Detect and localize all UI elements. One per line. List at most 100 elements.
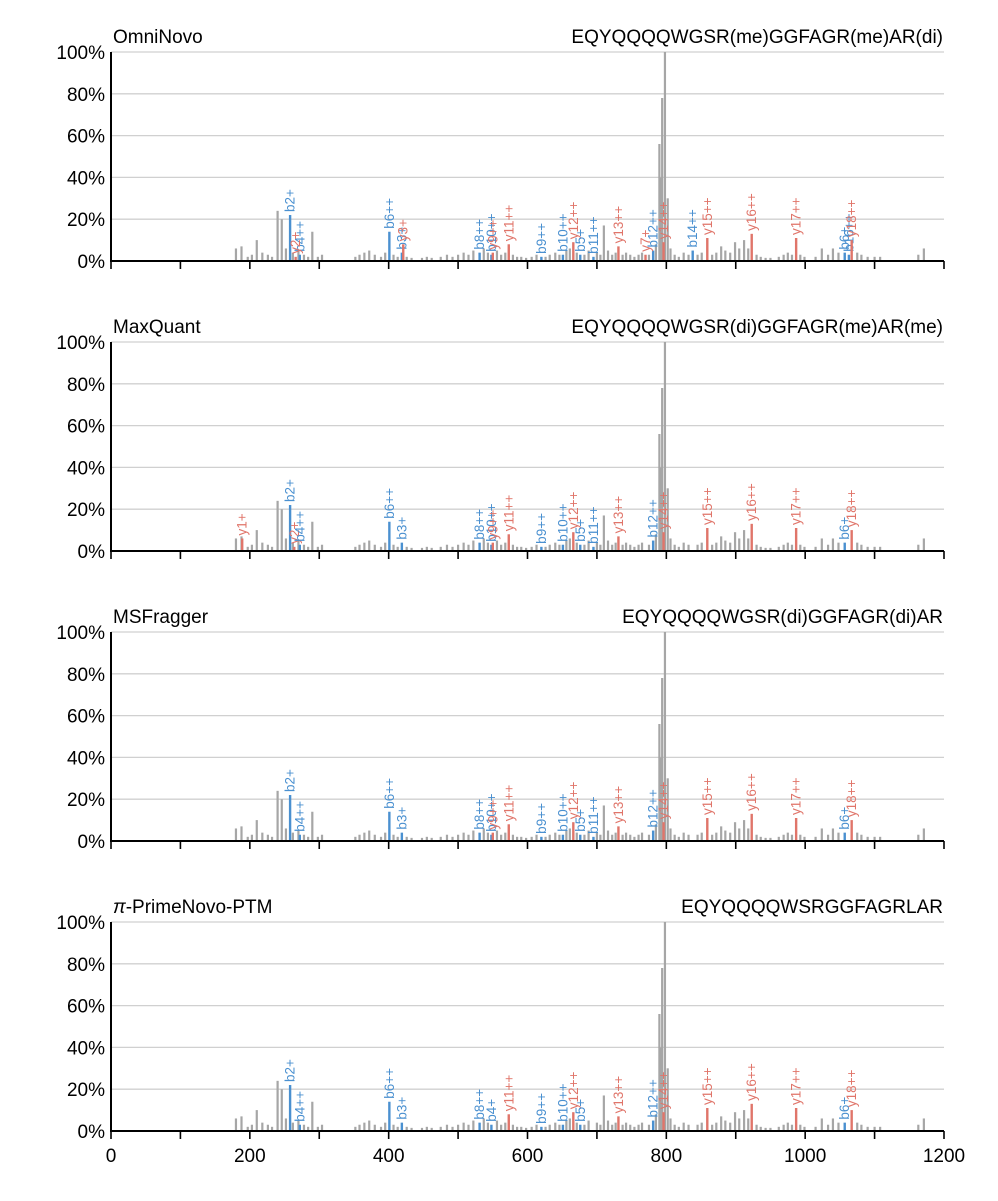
- ion-label: b10++: [484, 503, 499, 541]
- ion-label: b4++: [292, 511, 307, 542]
- y-tick-label: 80%: [67, 375, 105, 396]
- y-tick-label: 60%: [67, 417, 105, 438]
- ion-label: y2+: [288, 232, 303, 254]
- ion-label: b10++: [555, 793, 570, 831]
- y-tick-label: 20%: [67, 500, 105, 521]
- ion-label: b2+: [283, 479, 298, 502]
- ion-label: y17++: [789, 197, 804, 235]
- x-tick-label: 600: [512, 1146, 544, 1167]
- y-tick-label: 0%: [78, 252, 106, 273]
- ion-label: b11++: [586, 796, 601, 833]
- ion-label: y18++: [844, 199, 859, 237]
- x-tick-label: 0: [106, 1146, 117, 1167]
- ion-label: b6++: [382, 488, 397, 519]
- ion-label: y1+: [235, 513, 250, 535]
- ion-label: b6++: [382, 198, 397, 229]
- ion-label: y16++: [744, 483, 759, 521]
- ion-label: y15++: [700, 487, 715, 525]
- y-tick-label: 100%: [56, 623, 105, 644]
- ion-label: y9++: [485, 799, 500, 829]
- y-tick-label: 40%: [67, 748, 105, 769]
- ion-label: y16++: [744, 193, 759, 231]
- ion-label: y16++: [744, 773, 759, 811]
- ion-label: y13++: [611, 1076, 626, 1114]
- ion-label: y9++: [485, 509, 500, 539]
- ion-label: y15++: [700, 1067, 715, 1105]
- y-tick-label: 40%: [67, 458, 105, 479]
- y-tick-label: 100%: [56, 913, 105, 934]
- peptide-sequence: EQYQQQQWGSR(di)GGFAGR(me)AR(me): [571, 317, 943, 338]
- ion-label: b9++: [534, 1093, 549, 1124]
- ion-label: b8++: [472, 1089, 487, 1120]
- ion-label: y2+: [287, 522, 302, 544]
- ion-label: y13++: [611, 496, 626, 534]
- ion-label: b2+: [283, 189, 298, 212]
- ion-label: b10++: [484, 793, 499, 831]
- ion-label: y14++: [656, 782, 671, 820]
- ion-label: b5+: [573, 229, 588, 252]
- ion-label: b10++: [484, 213, 499, 251]
- ion-label: y14++: [656, 492, 671, 530]
- ion-label: y18++: [844, 779, 859, 817]
- y-tick-label: 80%: [67, 665, 105, 686]
- peptide-sequence: EQYQQQQWGSR(di)GGFAGR(di)AR: [622, 607, 943, 628]
- peptide-sequence: EQYQQQQWSRGGFAGRLAR: [681, 897, 943, 918]
- ion-label: b8++: [472, 509, 487, 540]
- ion-label: b6+: [837, 517, 852, 540]
- ion-label: y12++: [566, 202, 581, 240]
- ion-label: b6++: [382, 1068, 397, 1099]
- ion-label: b10++: [555, 213, 570, 251]
- y-tick-label: 0%: [78, 1122, 106, 1143]
- ion-label: b12++: [646, 1079, 661, 1117]
- ion-label: b9++: [534, 513, 549, 544]
- ion-label: y12++: [566, 1072, 581, 1110]
- ion-label: b2+: [283, 1059, 298, 1082]
- ion-label: b6+: [837, 807, 852, 830]
- ion-label: y12++: [566, 492, 581, 530]
- ion-label: y11++: [501, 205, 516, 242]
- y-tick-label: 0%: [78, 542, 106, 563]
- ion-label: y13++: [611, 206, 626, 244]
- x-tick-label: 400: [373, 1146, 405, 1167]
- ion-label: y18++: [844, 1069, 859, 1107]
- ion-label: b12++: [646, 499, 661, 537]
- ion-label: b14++: [685, 209, 700, 247]
- ion-label: b4+: [484, 1099, 499, 1122]
- ion-label: y11++: [501, 1075, 516, 1112]
- ion-label: y7+: [638, 229, 653, 251]
- panel-label: OmniNovo: [113, 27, 203, 48]
- ion-label: b11++: [586, 216, 601, 253]
- ion-label: b9++: [534, 803, 549, 834]
- peptide-sequence: EQYQQQQWGSR(me)GGFAGR(me)AR(di): [571, 27, 943, 48]
- y-tick-label: 40%: [67, 168, 105, 189]
- ion-label: y17++: [789, 777, 804, 815]
- ion-label: y17++: [789, 1067, 804, 1105]
- y-tick-label: 60%: [67, 707, 105, 728]
- panel-label: π-PrimeNovo-PTM: [113, 897, 272, 918]
- ion-label: b11++: [586, 506, 601, 543]
- ion-label: b3+: [394, 1097, 409, 1120]
- ion-label: y3+: [396, 219, 411, 241]
- ion-label: y12++: [566, 782, 581, 820]
- ion-label: y15++: [700, 777, 715, 815]
- panel-label: MSFragger: [113, 607, 209, 628]
- ion-label: b5+: [573, 519, 588, 542]
- panel-label: MaxQuant: [113, 317, 201, 338]
- ion-label: y14++: [656, 202, 671, 240]
- ion-label: b4++: [292, 801, 307, 832]
- ion-label: b8++: [472, 799, 487, 830]
- ion-label: y18++: [844, 489, 859, 527]
- y-tick-label: 100%: [56, 333, 105, 354]
- x-tick-label: 1200: [923, 1146, 965, 1167]
- ion-label: b5+: [573, 809, 588, 832]
- ion-label: b10++: [555, 1083, 570, 1121]
- ion-label: b4++: [292, 221, 307, 252]
- ion-label: y13++: [611, 786, 626, 824]
- y-tick-label: 40%: [67, 1038, 105, 1059]
- ion-label: b12++: [646, 209, 661, 247]
- ion-label: b10++: [555, 503, 570, 541]
- ion-label: b3+: [394, 227, 409, 250]
- y-tick-label: 60%: [67, 127, 105, 148]
